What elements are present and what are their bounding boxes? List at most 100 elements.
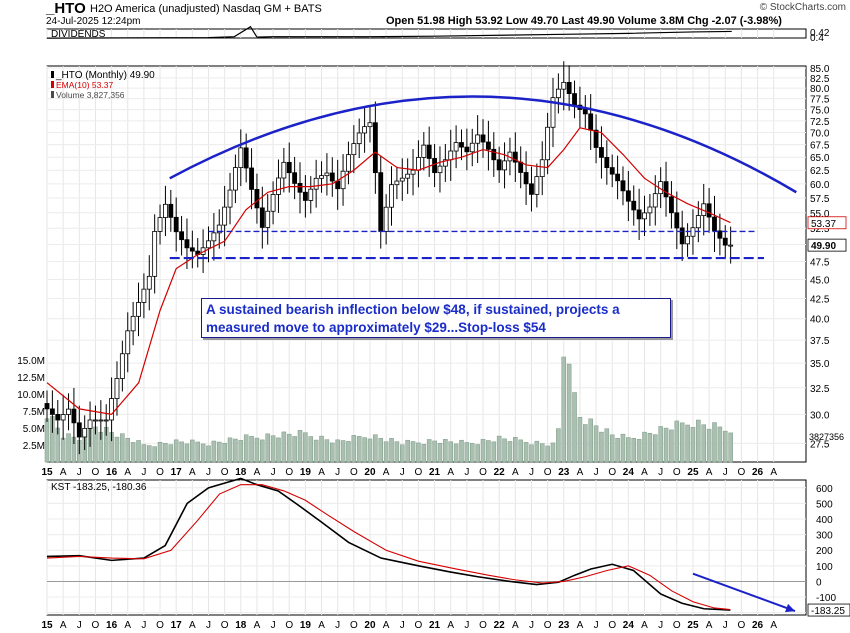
volume-bar [658,426,663,463]
volume-bar [125,437,131,463]
x-tick-label: A [383,467,390,478]
volume-bar [609,434,615,463]
candle-body [49,408,55,415]
volume-bar [130,442,136,463]
price-tick-label: 70.0 [810,129,830,140]
x-tick-label: J [594,467,599,478]
price-tick-label: 42.5 [810,295,830,306]
candle-body [389,184,394,208]
volume-bar [222,442,227,463]
candle-body [394,180,400,186]
volume-bar [696,419,701,463]
volume-bar [577,417,583,463]
volume-tick-label: 15.0M [17,356,45,367]
x-tick-label: J [335,467,340,478]
volume-bar [60,437,66,463]
candle-body [136,302,141,317]
volume-bar [211,440,217,463]
candle-body [534,176,540,195]
volume-bar [416,442,421,463]
volume-tick-label: 5.0M [23,424,45,435]
volume-bar [173,439,179,463]
x-tick-label: 18 [235,467,247,478]
x-tick-label: 23 [558,620,570,631]
x-tick-label: A [641,620,648,631]
volume-bar [243,434,249,463]
volume-bar [513,437,518,463]
candle-body [125,330,131,355]
x-tick-label: J [400,620,405,631]
volume-bar [717,426,723,463]
annotation-callout: A sustained bearish inflection below $48… [201,298,671,338]
volume-bar [179,441,184,463]
volume-bar [459,439,464,463]
price-tick-label: 40.0 [810,315,830,326]
candle-body [146,275,152,290]
candle-body [302,191,308,201]
volume-bar [206,445,211,463]
volume-bar [475,444,480,463]
candle-body [529,183,534,195]
volume-bar [286,433,292,463]
dividends-title: DIVIDENDS [51,29,106,40]
volume-tick-label: 2.5M [23,441,45,452]
price-tick-label: 65.0 [810,153,830,164]
volume-bar [496,435,502,463]
x-tick-label: O [285,620,293,631]
candle-body [642,212,647,220]
x-tick-label: A [124,467,131,478]
candle-body [448,150,454,161]
x-tick-label: 22 [494,620,506,631]
volume-bar [426,439,432,463]
price-tick-label: 77.5 [810,95,830,106]
candle-body [114,378,120,399]
candle-body [98,419,104,422]
volume-bar [486,440,491,463]
volume-bar [448,441,453,463]
candle-body [631,200,637,211]
x-tick-label: 26 [752,467,764,478]
x-tick-label: J [400,467,405,478]
kst-value-label: -183.25 [811,606,845,617]
candle-body [378,172,384,232]
x-tick-label: O [350,620,358,631]
x-tick-label: A [60,467,67,478]
volume-bar [265,433,270,463]
volume-bar [152,446,157,463]
volume-bar [626,437,631,463]
volume-bar [647,432,653,463]
candle-body [281,161,287,179]
volume-bar [184,443,190,463]
x-tick-label: 15 [41,467,53,478]
x-tick-label: 20 [364,467,376,478]
x-tick-label: A [641,467,648,478]
x-tick-label: 17 [171,467,183,478]
x-tick-label: O [479,620,487,631]
candle-body [512,151,518,163]
volume-bar [502,438,507,463]
candle-body [184,239,190,249]
candle-body [249,167,254,190]
price-tick-label: 82.5 [810,74,830,85]
x-tick-label: 16 [106,467,118,478]
x-tick-label: A [383,620,390,631]
volume-bar [190,439,195,463]
price-tick-label: 37.5 [810,336,830,347]
candle-body [254,189,260,209]
candle-body [270,194,276,212]
volume-bar [566,363,572,463]
candle-body [216,224,222,234]
volume-bar [378,438,384,463]
price-tick-label: 67.5 [810,141,830,152]
kst-tick-label: 300 [816,531,833,542]
x-tick-label: A [189,620,196,631]
volume-bar [583,424,588,463]
volume-bar [722,430,728,463]
volume-bar [464,442,470,463]
x-tick-label: O [156,467,164,478]
candle-body [297,182,303,193]
x-tick-label: O [92,620,100,631]
candle-body [695,215,701,229]
kst-signal-line [46,484,731,611]
candle-body [211,232,217,242]
